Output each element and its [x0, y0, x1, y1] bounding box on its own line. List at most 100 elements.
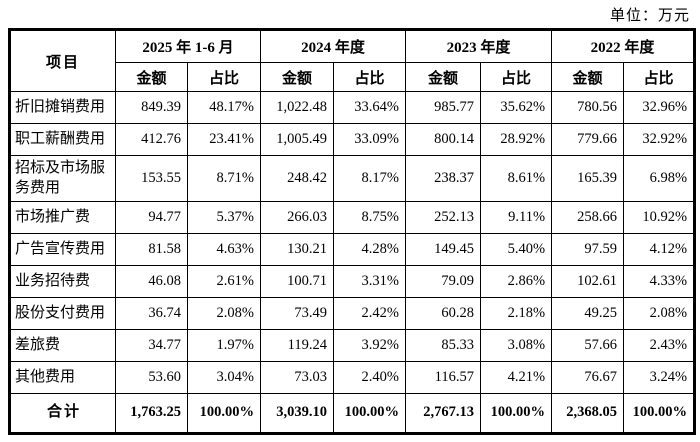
amount-cell: 73.49 [260, 296, 334, 330]
amount-cell: 238.37 [405, 155, 482, 202]
amount-cell: 46.08 [115, 264, 188, 298]
amount-cell: 2,368.05 [551, 392, 625, 434]
subheader-ratio-3: 占比 [623, 62, 696, 92]
ratio-cell: 10.92% [623, 200, 696, 234]
subheader-ratio-0: 占比 [187, 62, 261, 92]
subheader-row: 金额 占比 金额 占比 金额 占比 金额 占比 [10, 62, 696, 92]
amount-cell: 2,767.13 [405, 392, 482, 434]
ratio-cell: 100.00% [480, 392, 553, 434]
amount-cell: 36.74 [115, 296, 188, 330]
amount-cell: 100.71 [260, 264, 334, 298]
unit-label: 单位：万元 [609, 8, 690, 24]
row-label: 其他费用 [9, 360, 116, 394]
table-row: 广告宣传费用 81.58 4.63% 130.21 4.28% 149.45 5.40% 97… [9, 232, 696, 266]
amount-cell: 1,005.49 [260, 123, 334, 156]
ratio-cell: 2.86% [480, 264, 553, 298]
row-label: 合计 [9, 392, 116, 434]
amount-cell: 119.24 [260, 328, 334, 362]
ratio-cell: 5.37% [187, 200, 261, 234]
ratio-cell: 2.08% [623, 296, 696, 330]
table-row: 折旧摊销费用 849.39 48.17% 1,022.48 33.64% 985.77 35… [9, 91, 696, 124]
ratio-cell: 4.21% [480, 360, 553, 394]
amount-cell: 94.77 [115, 200, 188, 234]
ratio-cell: 3.04% [187, 360, 261, 394]
ratio-cell: 8.71% [187, 155, 261, 202]
amount-cell: 149.45 [405, 232, 482, 266]
table-row: 招标及市场服务费用 153.55 8.71% 248.42 8.17% 238.37 8.6… [9, 155, 696, 202]
amount-cell: 800.14 [405, 123, 482, 156]
row-label: 市场推广费 [9, 200, 116, 234]
ratio-cell: 2.42% [332, 296, 407, 330]
ratio-cell: 4.33% [623, 264, 696, 298]
ratio-cell: 2.08% [187, 296, 261, 330]
amount-cell: 849.39 [115, 91, 188, 124]
ratio-cell: 4.12% [623, 232, 696, 266]
ratio-cell: 4.28% [332, 232, 407, 266]
amount-cell: 165.39 [551, 155, 625, 202]
ratio-cell: 33.09% [332, 123, 407, 156]
ratio-cell: 100.00% [332, 392, 407, 434]
ratio-cell: 1.97% [187, 328, 261, 362]
ratio-cell: 3.92% [332, 328, 407, 362]
amount-cell: 81.58 [115, 232, 188, 266]
ratio-cell: 9.11% [480, 200, 553, 234]
ratio-cell: 2.61% [187, 264, 261, 298]
ratio-cell: 23.41% [187, 123, 261, 156]
amount-cell: 1,763.25 [115, 392, 188, 434]
table-row: 职工薪酬费用 412.76 23.41% 1,005.49 33.09% 800.14 28… [9, 123, 696, 156]
ratio-cell: 33.64% [332, 91, 407, 124]
ratio-cell: 100.00% [187, 392, 261, 434]
ratio-cell: 48.17% [187, 91, 261, 124]
header-period-2022: 2022 年度 [551, 29, 696, 63]
ratio-cell: 5.40% [480, 232, 553, 266]
header-item: 项目 [9, 29, 116, 92]
amount-cell: 780.56 [551, 91, 625, 124]
subheader-amount-2: 金额 [405, 62, 482, 92]
subheader-amount-3: 金额 [551, 62, 625, 92]
ratio-cell: 4.63% [187, 232, 261, 266]
amount-cell: 258.66 [551, 200, 625, 234]
expense-breakdown-table: 项目 2025 年 1-6 月 2024 年度 2023 年度 2022 年度 … [8, 28, 697, 435]
row-label: 股份支付费用 [9, 296, 116, 330]
header-period-2025h1: 2025 年 1-6 月 [115, 29, 261, 63]
amount-cell: 85.33 [405, 328, 482, 362]
amount-cell: 53.60 [115, 360, 188, 394]
amount-cell: 60.28 [405, 296, 482, 330]
ratio-cell: 32.92% [623, 123, 696, 156]
amount-cell: 79.09 [405, 264, 482, 298]
row-label: 广告宣传费用 [9, 232, 116, 266]
subheader-ratio-1: 占比 [332, 62, 407, 92]
row-label: 业务招待费 [9, 264, 116, 298]
amount-cell: 248.42 [260, 155, 334, 202]
table-row: 差旅费 34.77 1.97% 119.24 3.92% 85.33 3.08% 57.66 2… [9, 328, 696, 362]
amount-cell: 153.55 [115, 155, 188, 202]
header-period-2024: 2024 年度 [259, 29, 407, 63]
table-row: 股份支付费用 36.74 2.08% 73.49 2.42% 60.28 2.18% 49.2… [9, 296, 696, 330]
ratio-cell: 100.00% [623, 392, 696, 434]
amount-cell: 102.61 [551, 264, 625, 298]
amount-cell: 252.13 [405, 200, 482, 234]
ratio-cell: 2.40% [332, 360, 407, 394]
ratio-cell: 3.31% [332, 264, 407, 298]
ratio-cell: 2.18% [480, 296, 553, 330]
ratio-cell: 35.62% [480, 91, 553, 124]
ratio-cell: 3.24% [623, 360, 696, 394]
amount-cell: 266.03 [260, 200, 334, 234]
ratio-cell: 8.75% [332, 200, 407, 234]
ratio-cell: 6.98% [623, 155, 696, 202]
subheader-amount-0: 金额 [115, 62, 188, 92]
amount-cell: 3,039.10 [260, 392, 334, 434]
amount-cell: 49.25 [551, 296, 625, 330]
amount-cell: 1,022.48 [260, 91, 334, 124]
ratio-cell: 8.61% [480, 155, 553, 202]
subheader-ratio-2: 占比 [480, 62, 553, 92]
amount-cell: 73.03 [260, 360, 334, 394]
ratio-cell: 2.43% [623, 328, 696, 362]
ratio-cell: 3.08% [480, 328, 553, 362]
amount-cell: 97.59 [551, 232, 625, 266]
ratio-cell: 32.96% [623, 91, 696, 124]
ratio-cell: 28.92% [480, 123, 553, 156]
amount-cell: 34.77 [115, 328, 188, 362]
table-header: 项目 2025 年 1-6 月 2024 年度 2023 年度 2022 年度 … [9, 29, 696, 92]
